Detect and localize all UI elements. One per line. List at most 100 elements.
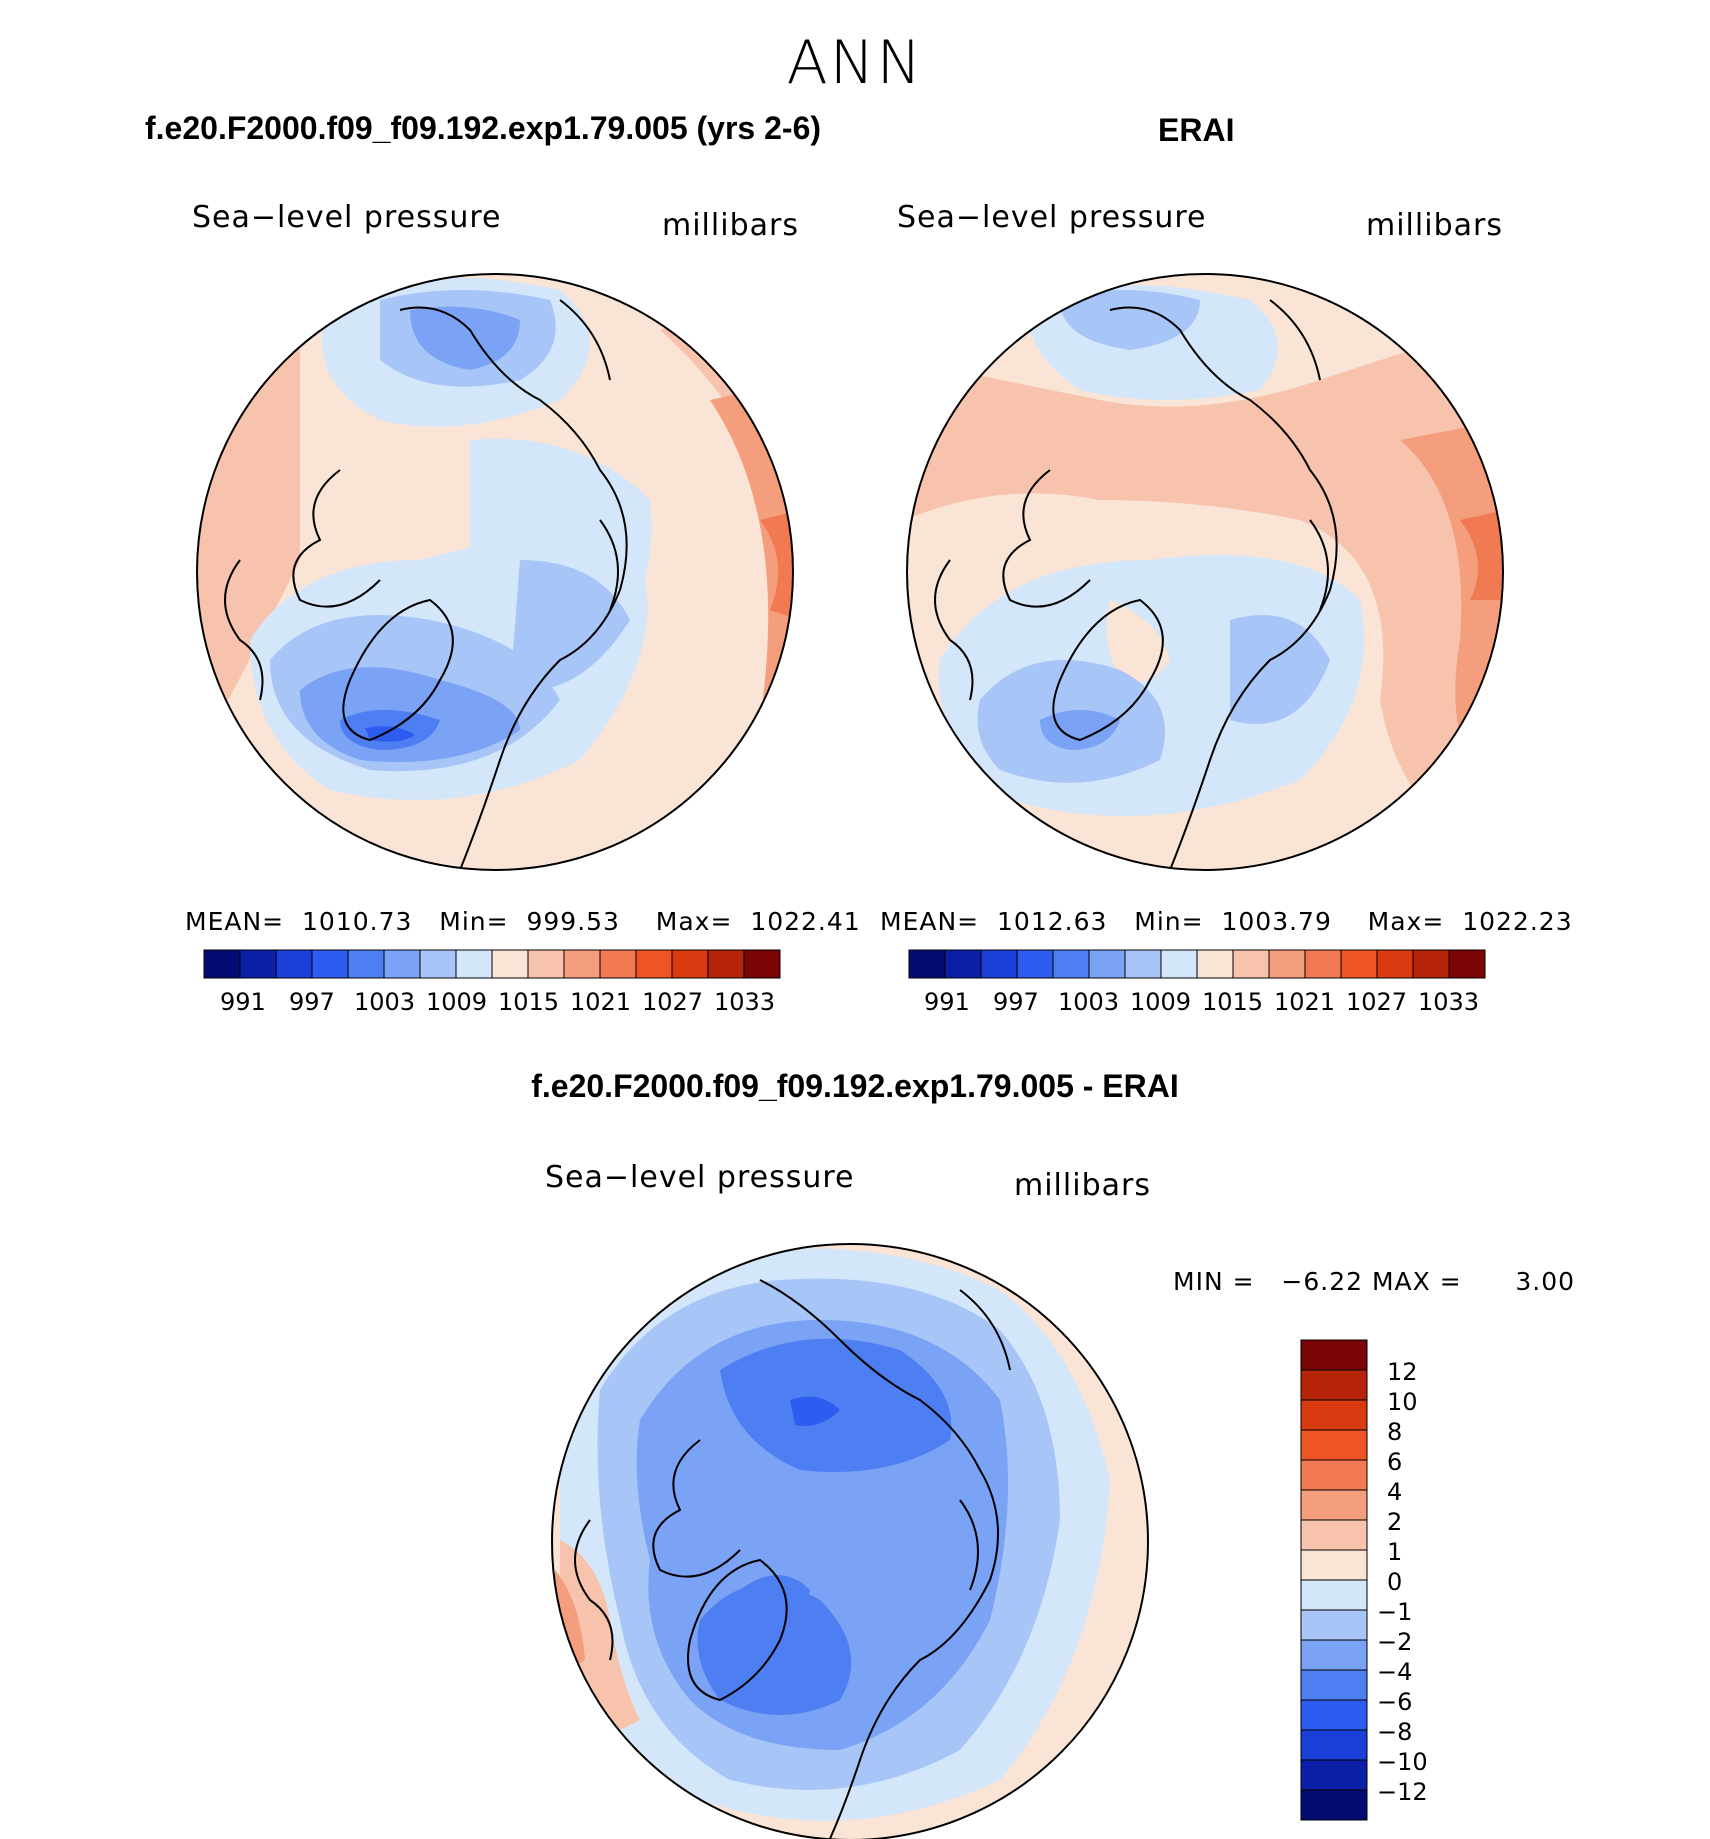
colorbar-2-swatch [1448,949,1486,979]
colorbar-3-tick: 10 [1387,1388,1418,1416]
map-panel-3 [552,1244,1148,1839]
colorbar-2-swatch [980,949,1018,979]
colorbar-3-tick: −10 [1377,1748,1428,1776]
colorbar-3-tick: −12 [1377,1778,1428,1806]
colorbar-3-swatch [1300,1369,1368,1401]
colorbar-1-swatch [347,949,385,979]
colorbar-2-tick: 991 [924,988,970,1016]
colorbar-1-swatch [707,949,745,979]
colorbar-1-swatch [275,949,313,979]
colorbar-3-swatch [1300,1489,1368,1521]
colorbar-3-swatch [1300,1729,1368,1761]
panel-2-variable-label: Sea−level pressure [897,200,1207,235]
colorbar-3-tick: 2 [1387,1508,1403,1536]
colorbar-3-swatch [1300,1429,1368,1461]
colorbar-2-swatch [1376,949,1414,979]
page-title: ANN [786,28,924,98]
colorbar-1-tick: 1015 [498,988,560,1016]
colorbar-2-swatch [1052,949,1090,979]
colorbar-3-tick: 0 [1387,1568,1403,1596]
colorbar-3-tick-labels: 12 10 8 6 4 2 1 0 −1 −2 −4 −6 −8 −10 −12 [1377,1358,1467,1818]
colorbar-1-swatch [599,949,637,979]
colorbar-2-swatch [1304,949,1342,979]
colorbar-2-tick: 1027 [1346,988,1408,1016]
colorbar-1-tick: 1033 [714,988,776,1016]
panel-1-stats: MEAN= 1010.73 Min= 999.53 Max= 1022.41 [185,907,861,936]
colorbar-1-swatch [563,949,601,979]
colorbar-1-swatch [203,949,241,979]
colorbar-3-tick: 1 [1387,1538,1403,1566]
colorbar-3-swatch [1300,1519,1368,1551]
colorbar-1-tick: 997 [289,988,335,1016]
colorbar-3-swatch [1300,1549,1368,1581]
panel-1-variable-label: Sea−level pressure [192,200,502,235]
colorbar-1-swatch [527,949,565,979]
colorbar-1-swatch [743,949,781,979]
colorbar-1 [203,949,781,979]
colorbar-1-swatch [311,949,349,979]
colorbar-1-tick: 1021 [570,988,632,1016]
colorbar-3 [1300,1339,1368,1821]
panel-2-units-label: millibars [1366,208,1503,243]
colorbar-2 [908,949,1486,979]
colorbar-3-tick: 6 [1387,1448,1403,1476]
colorbar-1-swatch [455,949,493,979]
colorbar-1-tick: 1027 [642,988,704,1016]
colorbar-3-swatch [1300,1699,1368,1731]
colorbar-3-tick: −8 [1377,1718,1413,1746]
panel-3-title: f.e20.F2000.f09_f09.192.exp1.79.005 - ER… [531,1068,1179,1104]
colorbar-2-tick: 1009 [1130,988,1192,1016]
map-2-coastlines [934,299,1338,870]
colorbar-3-swatch [1300,1459,1368,1491]
map-1-coastlines [224,299,628,870]
panel-1-title: f.e20.F2000.f09_f09.192.exp1.79.005 (yrs… [145,110,822,146]
colorbar-1-swatch [671,949,709,979]
colorbar-3-tick: 12 [1387,1358,1418,1386]
panel-2-stats: MEAN= 1012.63 Min= 1003.79 Max= 1022.23 [880,907,1573,936]
colorbar-2-swatch [1124,949,1162,979]
colorbar-2-swatch [908,949,946,979]
map-2-boundary [906,273,1504,871]
colorbar-2-swatch [1232,949,1270,979]
panel-2-title: ERAI [1158,112,1235,148]
colorbar-3-tick: −6 [1377,1688,1413,1716]
colorbar-3-swatch [1300,1579,1368,1611]
panel-3-variable-label: Sea−level pressure [545,1160,855,1195]
colorbar-1-swatch [419,949,457,979]
colorbar-3-tick: 8 [1387,1418,1403,1446]
colorbar-2-swatch [1196,949,1234,979]
panel-3-stats: MIN = −6.22 MAX = 3.00 [1173,1267,1576,1296]
colorbar-2-swatch [1160,949,1198,979]
colorbar-2-tick: 1021 [1274,988,1336,1016]
colorbar-1-swatch [383,949,421,979]
colorbar-2-swatch [1088,949,1126,979]
colorbar-2-tick: 1033 [1418,988,1480,1016]
colorbar-3-swatch [1300,1669,1368,1701]
colorbar-2-swatch [1268,949,1306,979]
colorbar-2-swatch [1016,949,1054,979]
map-panel-2 [907,274,1503,870]
panel-3-units-label: millibars [1014,1168,1151,1203]
colorbar-1-tick: 991 [220,988,266,1016]
colorbar-1-swatch [635,949,673,979]
colorbar-2-swatch [1340,949,1378,979]
colorbar-1-tick: 1003 [354,988,416,1016]
colorbar-2-swatch [944,949,982,979]
colorbar-3-tick: −1 [1377,1598,1413,1626]
colorbar-1-swatch [239,949,277,979]
map-panel-1 [197,274,793,870]
colorbar-3-swatch [1300,1639,1368,1671]
colorbar-3-swatch [1300,1609,1368,1641]
colorbar-1-swatch [491,949,529,979]
colorbar-3-tick: −2 [1377,1628,1413,1656]
colorbar-3-swatch [1300,1789,1368,1821]
colorbar-2-tick: 997 [993,988,1039,1016]
colorbar-2-tick: 1015 [1202,988,1264,1016]
colorbar-3-tick: 4 [1387,1478,1403,1506]
colorbar-2-swatch [1412,949,1450,979]
map-3-boundary [551,1243,1149,1839]
colorbar-3-swatch [1300,1399,1368,1431]
map-3-coastlines [574,1279,1011,1839]
colorbar-1-tick: 1009 [426,988,488,1016]
